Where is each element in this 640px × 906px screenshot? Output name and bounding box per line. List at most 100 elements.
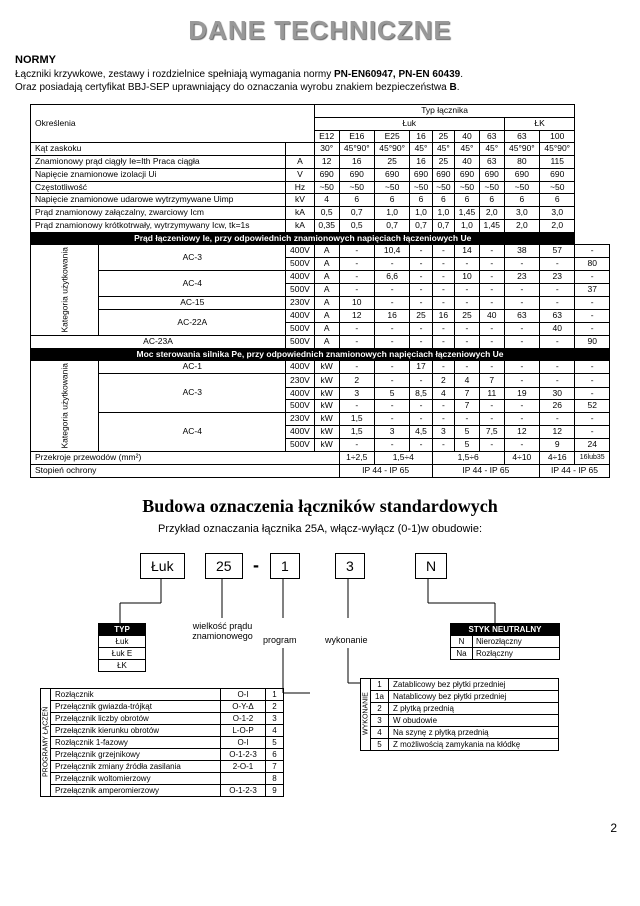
c: A bbox=[314, 323, 339, 336]
c: 37 bbox=[575, 284, 610, 297]
c: 690 bbox=[479, 168, 504, 181]
c: 5 bbox=[455, 426, 480, 439]
main-table: Określenia Typ łącznika Łuk ŁK E12 E16 E… bbox=[30, 104, 610, 478]
c: 2,0 bbox=[504, 219, 539, 232]
normy-l1a: Łączniki krzywkowe, zestawy i rozdzielni… bbox=[15, 69, 334, 80]
c: 45°90° bbox=[504, 143, 539, 156]
c: - bbox=[504, 335, 539, 348]
r-pc-u: A bbox=[286, 156, 315, 169]
styk-box: STYK NEUTRALNY NNierozłączny NaRozłączny bbox=[450, 623, 560, 660]
c: - bbox=[374, 374, 409, 387]
c: 500V bbox=[286, 323, 315, 336]
c: 90 bbox=[575, 335, 610, 348]
w: 5 bbox=[371, 738, 389, 750]
c: - bbox=[455, 323, 480, 336]
c: 5 bbox=[374, 387, 409, 400]
c: 0,7 bbox=[339, 207, 374, 220]
c: - bbox=[504, 284, 539, 297]
c: kW bbox=[314, 439, 339, 452]
w: Zatablicowy bez płytki przedniej bbox=[389, 678, 559, 690]
p: O-1-2-3 bbox=[221, 784, 266, 796]
p: Przełącznik gwiazda-trójkąt bbox=[51, 700, 221, 712]
r-kat-u bbox=[286, 143, 315, 156]
c: - bbox=[374, 323, 409, 336]
c: 6 bbox=[455, 194, 480, 207]
w: 2 bbox=[371, 702, 389, 714]
c: - bbox=[339, 245, 374, 258]
hdr-lk: ŁK bbox=[504, 117, 575, 130]
prog-h: PROGRAMY ŁĄCZEŃ bbox=[41, 688, 51, 796]
c: 1,5÷4 bbox=[374, 452, 432, 465]
c: - bbox=[432, 400, 454, 413]
w: Z możliwością zamykania na kłódkę bbox=[389, 738, 559, 750]
c: - bbox=[432, 245, 454, 258]
c: 1,5 bbox=[339, 413, 374, 426]
c: - bbox=[432, 335, 454, 348]
p: 9 bbox=[266, 784, 284, 796]
c: 690 bbox=[540, 168, 575, 181]
c: - bbox=[432, 284, 454, 297]
c: 0,5 bbox=[314, 207, 339, 220]
c: - bbox=[432, 270, 454, 283]
styk-h: STYK NEUTRALNY bbox=[451, 624, 559, 635]
styk10: Na bbox=[451, 648, 473, 659]
stopien-l: Stopień ochrony bbox=[31, 464, 340, 477]
c: - bbox=[339, 335, 374, 348]
p: 6 bbox=[266, 748, 284, 760]
c: 10 bbox=[339, 297, 374, 310]
c: - bbox=[479, 284, 504, 297]
normy-text: Łączniki krzywkowe, zestawy i rozdzielni… bbox=[15, 68, 625, 94]
r-kat-l: Kąt zaskoku bbox=[31, 143, 286, 156]
c: - bbox=[479, 335, 504, 348]
p: 7 bbox=[266, 760, 284, 772]
normy-l2b: B bbox=[449, 82, 456, 93]
c: 6 bbox=[339, 194, 374, 207]
c: - bbox=[339, 323, 374, 336]
c: - bbox=[540, 361, 575, 374]
c: 40 bbox=[540, 323, 575, 336]
c: - bbox=[504, 374, 539, 387]
c: 12 bbox=[504, 426, 539, 439]
c: 25 bbox=[374, 156, 409, 169]
c: 2 bbox=[432, 374, 454, 387]
c: 6,6 bbox=[374, 270, 409, 283]
w: Na szynę z płytką przednią bbox=[389, 726, 559, 738]
c: 24 bbox=[575, 439, 610, 452]
c: 230V bbox=[286, 297, 315, 310]
c: 30 bbox=[540, 387, 575, 400]
c: 19 bbox=[504, 387, 539, 400]
c: - bbox=[455, 413, 480, 426]
part-25: 25 bbox=[205, 553, 243, 579]
c: - bbox=[540, 335, 575, 348]
build-title: Budowa oznaczenia łączników standardowyc… bbox=[15, 496, 625, 517]
sec1-title: Prąd łączeniowy Ie, przy odpowiednich zn… bbox=[31, 232, 575, 245]
c: 6 bbox=[504, 194, 539, 207]
c: 3 bbox=[339, 387, 374, 400]
p: 3 bbox=[266, 712, 284, 724]
w: 3 bbox=[371, 714, 389, 726]
c: 400V bbox=[286, 387, 315, 400]
kat-uzyt-2: Kategoria użytkowania bbox=[31, 361, 99, 452]
c: 690 bbox=[374, 168, 409, 181]
c: - bbox=[575, 413, 610, 426]
c: - bbox=[575, 309, 610, 322]
c: 690 bbox=[410, 168, 432, 181]
c: 12 bbox=[339, 309, 374, 322]
c: - bbox=[479, 400, 504, 413]
c: 52 bbox=[575, 400, 610, 413]
styk11: Rozłączny bbox=[473, 648, 559, 659]
c: - bbox=[504, 297, 539, 310]
page-title: DANE TECHNICZNE bbox=[15, 15, 625, 46]
c: 3,0 bbox=[540, 207, 575, 220]
c: - bbox=[575, 297, 610, 310]
c: 0,7 bbox=[374, 219, 409, 232]
c: - bbox=[339, 284, 374, 297]
c: - bbox=[455, 258, 480, 271]
c: - bbox=[504, 439, 539, 452]
c: - bbox=[575, 270, 610, 283]
c: - bbox=[479, 361, 504, 374]
c: 23 bbox=[540, 270, 575, 283]
styk00: N bbox=[451, 636, 473, 647]
c: 45°90° bbox=[374, 143, 409, 156]
c: - bbox=[540, 284, 575, 297]
